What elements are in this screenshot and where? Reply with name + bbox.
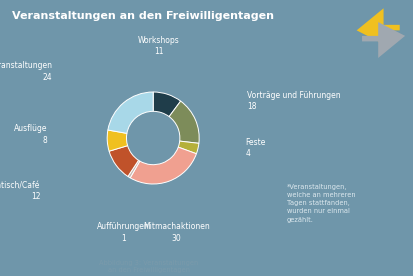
Polygon shape — [356, 8, 399, 44]
Text: *Veranstaltungen,
welche an mehreren
Tagen stattfanden,
wurden nur einmal
gezähl: *Veranstaltungen, welche an mehreren Tag… — [286, 184, 355, 222]
Text: Abbildung 3: Veranstaltungen
an den Freiwilligentagen: Abbildung 3: Veranstaltungen an den Frei… — [99, 260, 198, 273]
Polygon shape — [361, 22, 404, 58]
Text: Treffpunkt/Stammtisch/Café
12: Treffpunkt/Stammtisch/Café 12 — [0, 181, 40, 201]
Text: Messen und Infoveranstaltungen
24: Messen und Infoveranstaltungen 24 — [0, 61, 52, 81]
Wedge shape — [153, 92, 180, 116]
Wedge shape — [107, 130, 127, 151]
Wedge shape — [108, 92, 153, 133]
Text: Vorträge und Führungen
18: Vorträge und Führungen 18 — [247, 91, 340, 112]
Text: Veranstaltungen an den Freiwilligentagen: Veranstaltungen an den Freiwilligentagen — [12, 11, 274, 21]
Text: Mitmachaktionen
30: Mitmachaktionen 30 — [142, 222, 209, 243]
Wedge shape — [169, 101, 199, 143]
Wedge shape — [130, 147, 196, 184]
Text: Aufführungen
1: Aufführungen 1 — [97, 222, 149, 243]
Wedge shape — [178, 141, 198, 154]
Text: Workshops
11: Workshops 11 — [138, 36, 179, 56]
Text: Ausflüge
8: Ausflüge 8 — [14, 124, 47, 145]
Wedge shape — [109, 146, 138, 176]
Wedge shape — [128, 160, 140, 178]
Text: Feste
4: Feste 4 — [244, 138, 265, 158]
